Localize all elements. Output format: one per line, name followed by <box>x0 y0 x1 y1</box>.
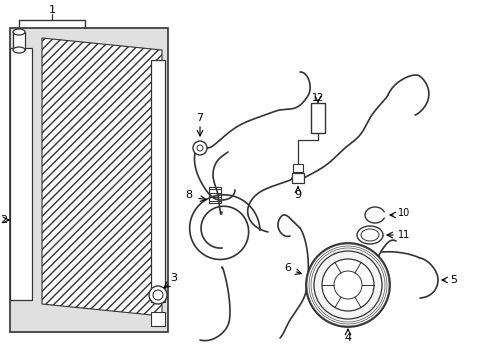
Text: 2: 2 <box>0 215 7 225</box>
Circle shape <box>321 259 373 311</box>
Bar <box>13 32 25 50</box>
Bar <box>10 48 32 300</box>
Text: 9: 9 <box>294 190 301 200</box>
Text: 3: 3 <box>170 273 177 283</box>
Bar <box>151 312 164 326</box>
Text: 5: 5 <box>449 275 456 285</box>
Bar <box>208 187 221 203</box>
Circle shape <box>153 290 163 300</box>
Circle shape <box>149 286 167 304</box>
Text: 10: 10 <box>397 208 409 218</box>
Polygon shape <box>42 38 162 316</box>
Ellipse shape <box>13 29 25 35</box>
Text: 12: 12 <box>311 93 324 103</box>
Circle shape <box>193 141 206 155</box>
Circle shape <box>197 145 203 151</box>
Ellipse shape <box>13 47 25 53</box>
Bar <box>151 60 164 302</box>
Circle shape <box>305 243 389 327</box>
Text: 11: 11 <box>397 230 409 240</box>
Bar <box>291 173 304 183</box>
Bar <box>10 28 168 332</box>
Text: 6: 6 <box>284 263 291 273</box>
Bar <box>292 164 303 172</box>
Ellipse shape <box>360 229 378 241</box>
Text: 1: 1 <box>48 5 55 15</box>
Text: 4: 4 <box>344 333 351 343</box>
Text: 7: 7 <box>196 113 203 123</box>
Ellipse shape <box>356 226 382 244</box>
Bar <box>310 103 325 133</box>
Text: 8: 8 <box>184 190 192 200</box>
